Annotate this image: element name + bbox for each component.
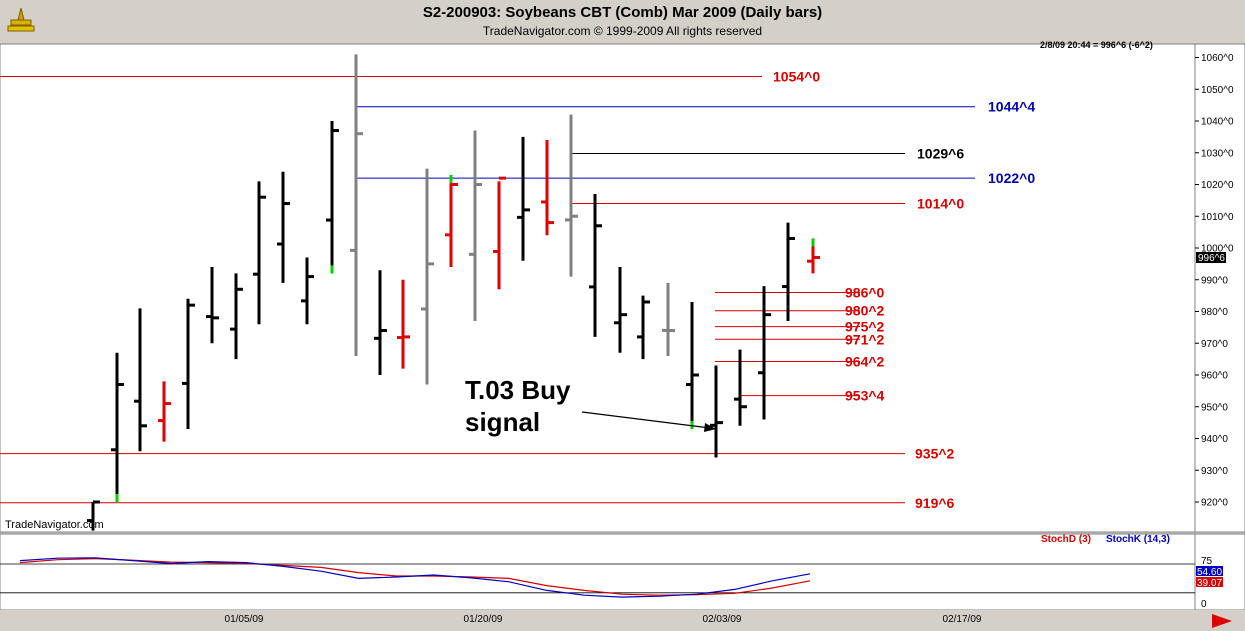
annotation-line2: signal	[465, 407, 540, 437]
level-label: 971^2	[845, 331, 885, 347]
ohlc-bar	[111, 352, 124, 502]
stochd-value-label: 39.07	[1197, 578, 1222, 589]
level-label: 1054^0	[773, 69, 820, 85]
price-tick-label: 1060^0	[1201, 53, 1234, 64]
ohlc-bar	[686, 301, 699, 429]
stoch-panel	[0, 533, 1196, 611]
price-axis	[1194, 43, 1245, 533]
watermark-label: TradeNavigator.com	[5, 519, 104, 531]
level-label: 986^0	[845, 284, 885, 300]
ohlc-bar	[517, 136, 530, 261]
level-label: 935^2	[915, 446, 955, 462]
stoch-tick-75: 75	[1201, 556, 1213, 567]
price-tick-label: 1040^0	[1201, 117, 1234, 128]
level-label: 1022^0	[988, 170, 1035, 186]
stochk-value-box	[1196, 566, 1223, 576]
ohlc-bar	[374, 270, 387, 375]
price-bars	[87, 54, 820, 531]
price-ticks: 1060^0 1050^0 1040^0 1030^0 1020^0 1010^0 1000…	[1195, 53, 1234, 509]
ohlc-bar	[301, 257, 314, 325]
ohlc-bar	[230, 273, 243, 360]
ohlc-bar	[734, 349, 747, 426]
ohlc-bar	[782, 222, 795, 322]
date-tick-label: 01/05/09	[225, 614, 264, 625]
ohlc-bar	[807, 238, 820, 274]
price-panel	[0, 43, 1196, 533]
ohlc-bar	[158, 381, 171, 442]
ohlc-bar	[421, 168, 434, 385]
level-label: 1029^6	[917, 146, 964, 162]
last-price-label: 996^6	[1198, 253, 1225, 264]
ohlc-bar	[182, 298, 195, 429]
date-tick-label: 02/03/09	[703, 614, 742, 625]
level-label: 964^2	[845, 354, 885, 370]
date-tick-label: 02/17/09	[943, 614, 982, 625]
ohlc-bar	[541, 140, 554, 236]
level-label: 980^2	[845, 303, 885, 319]
price-tick-label: 940^0	[1201, 434, 1228, 445]
date-axis	[0, 610, 1245, 631]
ohlc-bar	[326, 121, 339, 274]
level-label: 1014^0	[917, 196, 964, 212]
chart-title: S2-200903: Soybeans CBT (Comb) Mar 2009 …	[422, 4, 823, 21]
annotation-line1: T.03 Buy	[465, 375, 571, 405]
ohlc-bar	[493, 176, 506, 290]
date-tick-label: 01/20/09	[464, 614, 503, 625]
price-tick-label: 1050^0	[1201, 85, 1234, 96]
date-ticks: 01/05/09 01/20/09 02/03/09 02/17/09	[225, 614, 982, 625]
level-lines: 1054^0 1044^4 1029^6 1022^0 1014^0 986^0 980^2…	[0, 69, 1035, 511]
price-tick-label: 1000^0	[1201, 244, 1234, 255]
annotation-arrow	[581, 411, 716, 432]
price-tick-label: 1020^0	[1201, 180, 1234, 191]
chart-subtitle: TradeNavigator.com © 1999-2009 All right…	[482, 24, 763, 38]
level-label: 975^2	[845, 319, 885, 335]
ohlc-bar	[445, 174, 458, 268]
logo-icon	[6, 6, 36, 34]
ohlc-bar	[87, 500, 100, 531]
price-tick-label: 920^0	[1201, 498, 1228, 509]
ohlc-bar	[710, 365, 723, 458]
ohlc-bar	[277, 171, 290, 283]
level-label: 1044^4	[988, 99, 1035, 115]
ohlc-bar	[350, 54, 363, 356]
level-label: 953^4	[845, 388, 885, 404]
last-price-box	[1196, 252, 1226, 263]
ohlc-bar	[589, 194, 602, 337]
price-tick-label: 1010^0	[1201, 212, 1234, 223]
ohlc-bar	[662, 282, 675, 356]
stoch-lines	[0, 557, 1195, 598]
price-tick-label: 960^0	[1201, 371, 1228, 382]
ohlc-bar	[614, 267, 627, 353]
price-tick-label: 990^0	[1201, 275, 1228, 286]
price-tick-label: 1030^0	[1201, 148, 1234, 159]
ohlc-bar	[758, 286, 771, 420]
stoch-series-line	[19, 557, 811, 598]
stochd-value-box	[1196, 577, 1223, 587]
ohlc-bar	[253, 181, 266, 325]
scroll-right-arrow-icon[interactable]	[1212, 614, 1232, 628]
ohlc-bar	[206, 267, 219, 344]
ohlc-bar	[134, 308, 147, 452]
stoch-tick-0: 0	[1201, 599, 1207, 610]
legend-stochk: StochK (14,3)	[1106, 534, 1170, 545]
level-label: 919^6	[915, 495, 955, 511]
ohlc-bar	[565, 114, 578, 277]
timestamp-label: 2/8/09 20:44 = 996^6 (-6^2)	[1040, 40, 1153, 50]
ohlc-bar	[469, 130, 482, 322]
price-tick-label: 970^0	[1201, 339, 1228, 350]
price-tick-label: 930^0	[1201, 466, 1228, 477]
price-tick-label: 980^0	[1201, 307, 1228, 318]
legend-stochd: StochD (3)	[1041, 534, 1091, 545]
stochk-value-label: 54.60	[1197, 567, 1222, 578]
ohlc-bar	[637, 295, 650, 360]
ohlc-bar	[397, 279, 410, 369]
price-tick-label: 950^0	[1201, 402, 1228, 413]
